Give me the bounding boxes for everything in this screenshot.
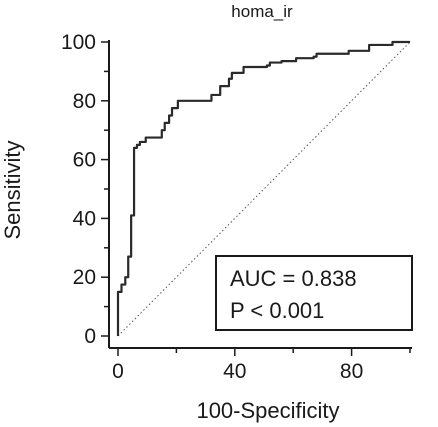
reference-diagonal-line: [117, 41, 411, 337]
y-tick-label: 40: [73, 207, 96, 230]
y-axis-ticks: 0 20 40 60 80 100: [61, 31, 109, 348]
y-tick-label: 0: [84, 325, 96, 348]
x-tick-label: 40: [223, 360, 246, 383]
y-tick-label: 60: [73, 149, 96, 172]
y-tick-label: 80: [73, 90, 96, 113]
x-axis-label: 100-Specificity: [196, 398, 339, 423]
p-value-text: P < 0.001: [230, 298, 324, 323]
x-tick-label: 0: [112, 360, 124, 383]
roc-curve-line: [116, 40, 410, 336]
chart-title: homa_ir: [231, 2, 293, 21]
auc-text: AUC = 0.838: [230, 266, 357, 291]
x-tick-label: 80: [340, 360, 363, 383]
y-axis-label: Sensitivity: [0, 140, 25, 239]
auc-annotation-box: AUC = 0.838 P < 0.001: [215, 255, 413, 331]
y-tick-label: 100: [61, 31, 96, 54]
y-tick-label: 20: [73, 266, 96, 289]
x-axis-ticks: 0 40 80: [112, 348, 411, 383]
